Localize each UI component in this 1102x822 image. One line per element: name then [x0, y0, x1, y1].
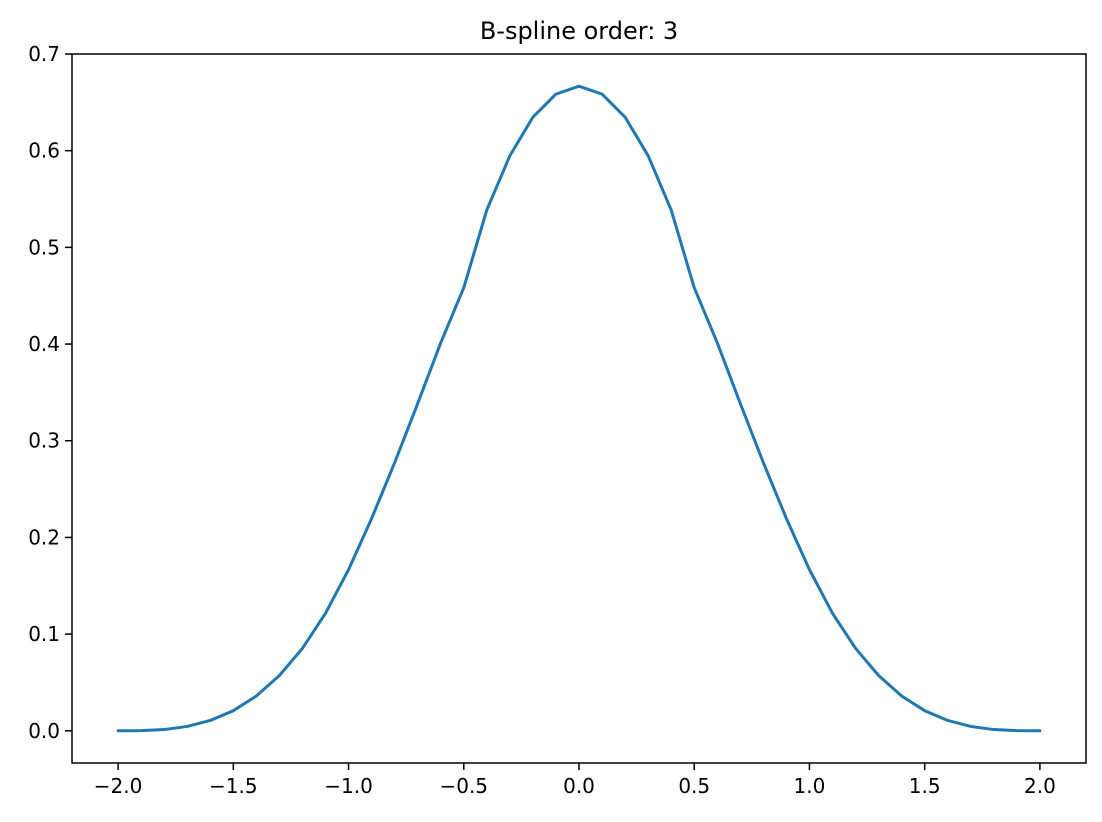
y-tick-label: 0.1 — [28, 622, 60, 646]
x-tick-label: 0.5 — [678, 774, 710, 798]
x-tick-label: −0.5 — [439, 774, 488, 798]
series-line-1 — [116, 84, 1042, 733]
y-tick-label: 0.2 — [28, 525, 60, 549]
x-axis: −2.0 −1.5 −1.0 −0.5 0.0 0.5 1.0 1.5 2.0 — [94, 763, 1056, 798]
x-tick-label: −1.5 — [209, 774, 258, 798]
y-tick-label: 0.0 — [28, 719, 60, 743]
axes-frame — [71, 53, 1087, 764]
y-tick-label: 0.5 — [28, 235, 60, 259]
y-tick-label: 0.6 — [28, 139, 60, 163]
y-tick-label: 0.7 — [28, 42, 60, 66]
x-tick-label: 1.0 — [794, 774, 826, 798]
y-tick-label: 0.3 — [28, 429, 60, 453]
plot-area — [116, 84, 1042, 733]
y-tick-label: 0.4 — [28, 332, 60, 356]
x-tick-label: 2.0 — [1024, 774, 1056, 798]
chart-title: B-spline order: 3 — [480, 17, 678, 45]
x-tick-label: −1.0 — [324, 774, 373, 798]
x-tick-label: 1.5 — [909, 774, 941, 798]
y-axis: 0.0 0.1 0.2 0.3 0.4 0.5 0.6 0.7 — [28, 42, 72, 743]
x-tick-label: −2.0 — [94, 774, 143, 798]
x-tick-label: 0.0 — [563, 774, 595, 798]
